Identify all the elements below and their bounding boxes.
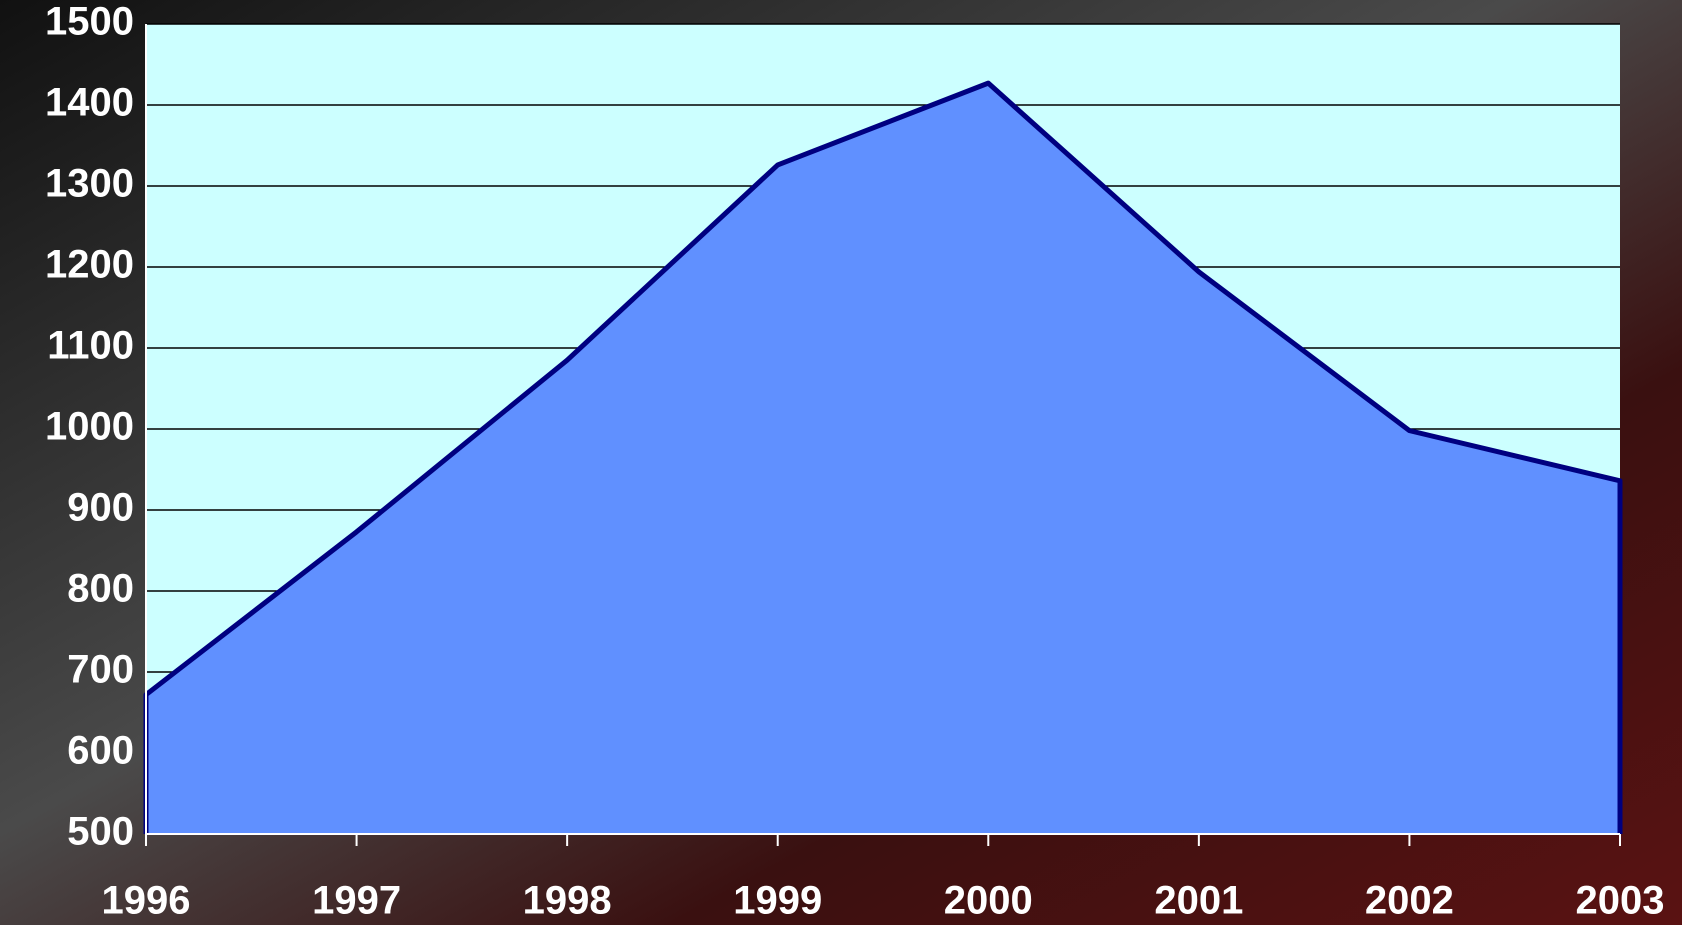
y-tick-label: 1100	[47, 324, 134, 368]
x-tick-label: 1996	[102, 879, 191, 923]
x-tick-label: 1999	[733, 879, 822, 923]
x-tick-label: 2000	[944, 879, 1033, 923]
y-tick-label: 1200	[45, 243, 134, 287]
x-tick-label: 2001	[1154, 879, 1243, 923]
y-tick-label: 1300	[45, 162, 134, 206]
y-tick-label: 1500	[45, 0, 134, 44]
y-tick-label: 600	[67, 729, 134, 773]
y-tick-label: 500	[67, 810, 134, 854]
x-tick-label: 2002	[1365, 879, 1454, 923]
y-tick-label: 700	[67, 648, 134, 692]
x-tick-label: 1998	[523, 879, 612, 923]
y-tick-label: 1400	[45, 81, 134, 125]
area-outline	[143, 80, 1623, 834]
y-tick-label: 900	[67, 486, 134, 530]
x-tick-label: 2003	[1576, 879, 1665, 923]
x-tick-label: 1997	[312, 879, 401, 923]
area	[146, 83, 1620, 834]
y-tick-label: 1000	[45, 405, 134, 449]
y-tick-label: 800	[67, 567, 134, 611]
